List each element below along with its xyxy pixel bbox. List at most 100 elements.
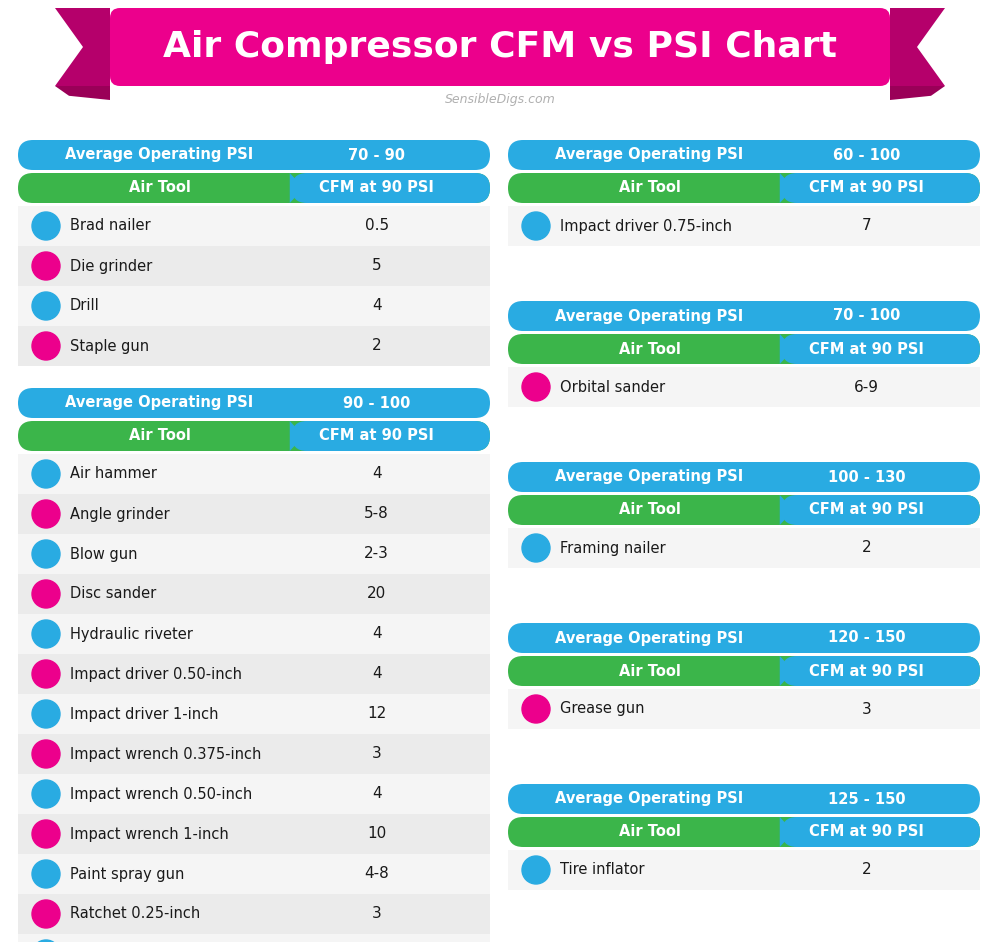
Circle shape <box>32 580 60 608</box>
Polygon shape <box>890 86 945 100</box>
FancyBboxPatch shape <box>782 173 980 203</box>
Text: 3: 3 <box>862 702 872 717</box>
Text: Ratchet 0.25-inch: Ratchet 0.25-inch <box>70 906 200 921</box>
Text: 90 - 100: 90 - 100 <box>343 396 410 411</box>
Text: Staple gun: Staple gun <box>70 338 149 353</box>
Text: Average Operating PSI: Average Operating PSI <box>555 148 744 163</box>
Text: Impact wrench 1-inch: Impact wrench 1-inch <box>70 826 229 841</box>
FancyBboxPatch shape <box>508 206 980 246</box>
Polygon shape <box>290 173 304 203</box>
FancyBboxPatch shape <box>508 656 980 686</box>
Bar <box>508 528 980 568</box>
FancyBboxPatch shape <box>508 367 980 407</box>
Polygon shape <box>55 8 110 86</box>
Text: Air Tool: Air Tool <box>619 502 681 517</box>
Text: 10: 10 <box>367 826 386 841</box>
Circle shape <box>522 534 550 562</box>
Circle shape <box>32 292 60 320</box>
FancyBboxPatch shape <box>782 495 980 525</box>
FancyBboxPatch shape <box>292 173 490 203</box>
Text: 120 - 150: 120 - 150 <box>828 630 906 645</box>
Circle shape <box>32 540 60 568</box>
Bar <box>18 854 490 894</box>
Text: CFM at 90 PSI: CFM at 90 PSI <box>809 663 924 678</box>
Polygon shape <box>55 86 110 100</box>
Text: Disc sander: Disc sander <box>70 587 156 602</box>
Polygon shape <box>780 173 794 203</box>
Text: SensibleDigs.com: SensibleDigs.com <box>445 92 555 106</box>
Polygon shape <box>290 421 304 451</box>
Polygon shape <box>780 817 794 847</box>
Text: 2: 2 <box>862 541 872 556</box>
FancyBboxPatch shape <box>18 421 490 451</box>
Circle shape <box>32 460 60 488</box>
Text: CFM at 90 PSI: CFM at 90 PSI <box>809 181 924 196</box>
Text: 2: 2 <box>372 338 382 353</box>
Text: Tire inflator: Tire inflator <box>560 863 644 878</box>
FancyBboxPatch shape <box>18 173 490 203</box>
Text: 3: 3 <box>372 746 382 761</box>
Bar <box>18 326 490 366</box>
Text: 5-8: 5-8 <box>364 507 389 522</box>
Text: Average Operating PSI: Average Operating PSI <box>555 630 744 645</box>
Bar <box>18 694 490 734</box>
Text: 4: 4 <box>372 299 382 314</box>
Text: 60 - 100: 60 - 100 <box>833 148 900 163</box>
Circle shape <box>32 332 60 360</box>
Text: Impact wrench 0.375-inch: Impact wrench 0.375-inch <box>70 746 261 761</box>
Text: CFM at 90 PSI: CFM at 90 PSI <box>809 824 924 839</box>
Bar <box>508 367 980 407</box>
Text: Impact wrench 0.50-inch: Impact wrench 0.50-inch <box>70 787 252 802</box>
Text: Impact driver 0.50-inch: Impact driver 0.50-inch <box>70 667 242 681</box>
Bar <box>18 494 490 534</box>
Circle shape <box>32 940 60 942</box>
Text: CFM at 90 PSI: CFM at 90 PSI <box>319 181 434 196</box>
Bar <box>18 814 490 854</box>
Bar <box>18 894 490 934</box>
FancyBboxPatch shape <box>18 206 490 366</box>
Text: Paint spray gun: Paint spray gun <box>70 867 184 882</box>
Text: Average Operating PSI: Average Operating PSI <box>555 791 744 806</box>
Text: 4: 4 <box>372 626 382 642</box>
Text: 7: 7 <box>862 219 872 234</box>
Bar <box>508 850 980 890</box>
Text: 0.5: 0.5 <box>365 219 389 234</box>
Bar <box>18 534 490 574</box>
Text: Impact driver 0.75-inch: Impact driver 0.75-inch <box>560 219 732 234</box>
Bar <box>508 206 980 246</box>
Text: Air Tool: Air Tool <box>619 342 681 356</box>
Circle shape <box>32 860 60 888</box>
Text: Average Operating PSI: Average Operating PSI <box>65 396 254 411</box>
Text: Die grinder: Die grinder <box>70 258 152 273</box>
Polygon shape <box>780 656 794 686</box>
Text: Brad nailer: Brad nailer <box>70 219 151 234</box>
Text: Air Tool: Air Tool <box>129 429 191 444</box>
Bar <box>18 286 490 326</box>
FancyBboxPatch shape <box>292 421 490 451</box>
FancyBboxPatch shape <box>508 334 980 364</box>
Circle shape <box>522 373 550 401</box>
Bar <box>18 246 490 286</box>
Polygon shape <box>780 334 794 364</box>
Bar <box>18 574 490 614</box>
Text: CFM at 90 PSI: CFM at 90 PSI <box>809 502 924 517</box>
Text: Impact driver 1-inch: Impact driver 1-inch <box>70 706 218 722</box>
Text: 12: 12 <box>367 706 386 722</box>
Text: Angle grinder: Angle grinder <box>70 507 170 522</box>
Text: Average Operating PSI: Average Operating PSI <box>555 469 744 484</box>
Text: Hydraulic riveter: Hydraulic riveter <box>70 626 193 642</box>
FancyBboxPatch shape <box>508 528 980 568</box>
Text: CFM at 90 PSI: CFM at 90 PSI <box>809 342 924 356</box>
Text: 70 - 90: 70 - 90 <box>348 148 405 163</box>
Text: Air Tool: Air Tool <box>129 181 191 196</box>
Text: Air Tool: Air Tool <box>619 663 681 678</box>
FancyBboxPatch shape <box>508 462 980 492</box>
Bar <box>18 774 490 814</box>
Text: 2: 2 <box>862 863 872 878</box>
Text: 20: 20 <box>367 587 386 602</box>
Text: 125 - 150: 125 - 150 <box>828 791 906 806</box>
Polygon shape <box>780 495 794 525</box>
Text: 6-9: 6-9 <box>854 380 879 395</box>
Text: Average Operating PSI: Average Operating PSI <box>65 148 254 163</box>
Circle shape <box>32 740 60 768</box>
